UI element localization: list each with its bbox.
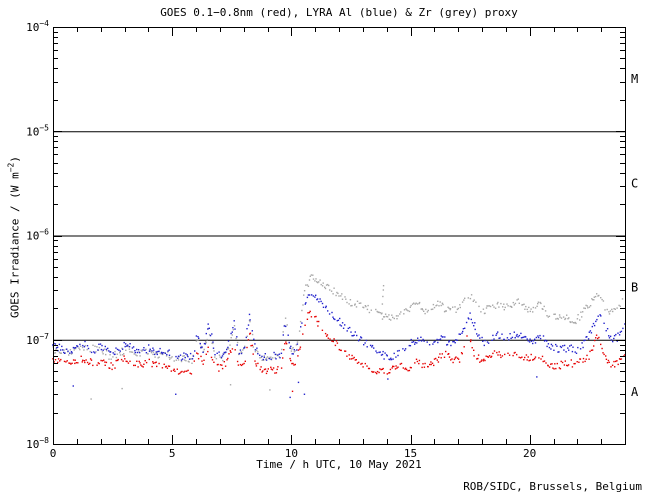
- y-tick-label: 10−6: [26, 228, 49, 243]
- x-axis-label: Time / h UTC, 10 May 2021: [256, 458, 422, 471]
- y-axis-label: GOES Irradiance / (W m−2): [7, 156, 22, 318]
- x-tick-label: 15: [404, 447, 417, 460]
- flare-class-label-a: A: [631, 385, 639, 399]
- x-tick-label: 0: [50, 447, 57, 460]
- flare-class-label-b: B: [631, 281, 638, 295]
- y-tick-labels: 10−4 10−5 10−6 10−7 10−8: [26, 19, 49, 451]
- x-tick-labels: 0 5 10 15 20: [50, 447, 537, 460]
- y-axis-label-main: GOES Irradiance / (W m: [8, 172, 22, 318]
- x-axis-ticks: [53, 27, 626, 444]
- y-tick-label: 10−8: [26, 436, 49, 451]
- x-tick-label: 20: [523, 447, 536, 460]
- y-tick-label: 10−5: [26, 123, 49, 138]
- series-lyra-al-blue: [52, 294, 626, 361]
- series-goes-red: [52, 310, 626, 375]
- y-tick-label: 10−4: [26, 19, 49, 34]
- flare-class-labels: M C B A: [631, 72, 639, 399]
- flare-class-label-m: M: [631, 72, 638, 86]
- x-tick-label: 5: [169, 447, 176, 460]
- chart-title: GOES 0.1−0.8nm (red), LYRA Al (blue) & Z…: [160, 6, 518, 19]
- flare-class-label-c: C: [631, 176, 638, 190]
- x-tick-label: 10: [285, 447, 298, 460]
- series-lyra-zr-grey: [52, 274, 624, 364]
- flare-class-boundary-lines: [53, 131, 625, 341]
- y-axis-label-exponent: −2: [6, 162, 16, 173]
- credit-text: ROB/SIDC, Brussels, Belgium: [463, 480, 642, 493]
- y-axis-ticks: [53, 27, 625, 445]
- y-axis-label-suffix: ): [8, 156, 22, 163]
- outlier-points: [72, 284, 538, 400]
- y-tick-label: 10−7: [26, 332, 49, 347]
